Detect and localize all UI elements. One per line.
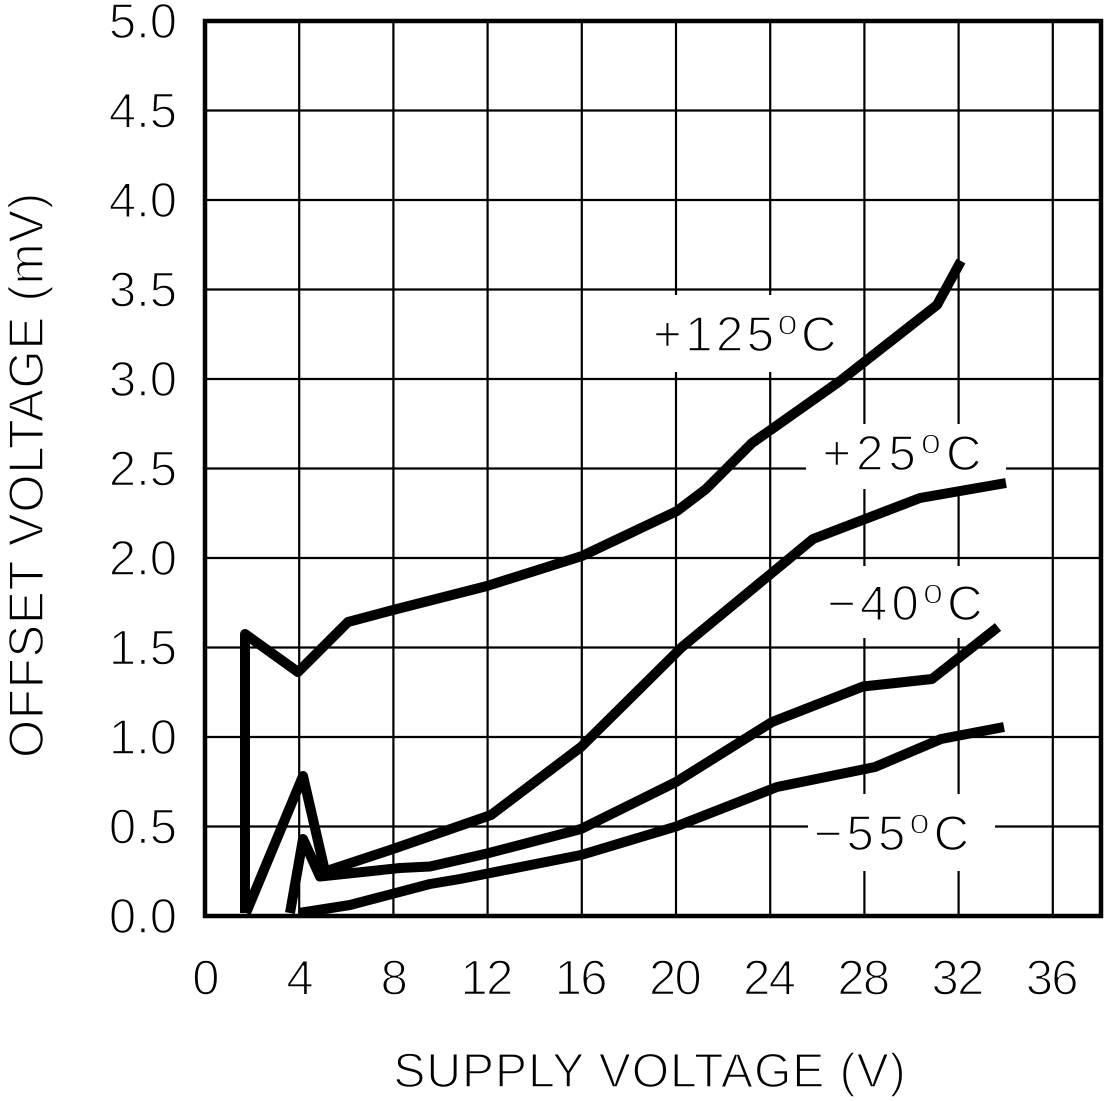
svg-text:OFFSET VOLTAGE (mV): OFFSET VOLTAGE (mV) [0, 192, 54, 758]
svg-text:2.0: 2.0 [109, 532, 177, 586]
svg-text:36: 36 [1026, 952, 1078, 1006]
svg-text:0: 0 [192, 952, 218, 1006]
svg-text:28: 28 [837, 952, 889, 1006]
svg-text:3.5: 3.5 [109, 264, 177, 318]
svg-text:12: 12 [461, 952, 512, 1006]
svg-text:20: 20 [649, 952, 701, 1006]
svg-text:32: 32 [932, 952, 983, 1006]
svg-text:3.0: 3.0 [109, 353, 177, 407]
svg-text:−40oC: −40oC [827, 571, 987, 632]
svg-text:2.5: 2.5 [109, 443, 177, 497]
svg-text:SUPPLY VOLTAGE (V): SUPPLY VOLTAGE (V) [393, 1045, 906, 1098]
svg-text:5.0: 5.0 [109, 0, 177, 49]
svg-text:+25oC: +25oC [822, 421, 986, 482]
svg-text:4: 4 [286, 952, 312, 1006]
svg-text:−55oC: −55oC [814, 801, 974, 862]
svg-text:16: 16 [555, 952, 607, 1006]
svg-text:4.5: 4.5 [109, 85, 177, 139]
svg-text:0.0: 0.0 [109, 890, 177, 944]
svg-text:4.0: 4.0 [109, 174, 177, 228]
svg-text:1.0: 1.0 [109, 711, 177, 765]
svg-text:8: 8 [381, 952, 407, 1006]
svg-text:1.5: 1.5 [109, 622, 177, 676]
svg-text:0.5: 0.5 [109, 801, 177, 855]
svg-text:24: 24 [743, 952, 795, 1006]
svg-text:+125oC: +125oC [653, 302, 840, 363]
